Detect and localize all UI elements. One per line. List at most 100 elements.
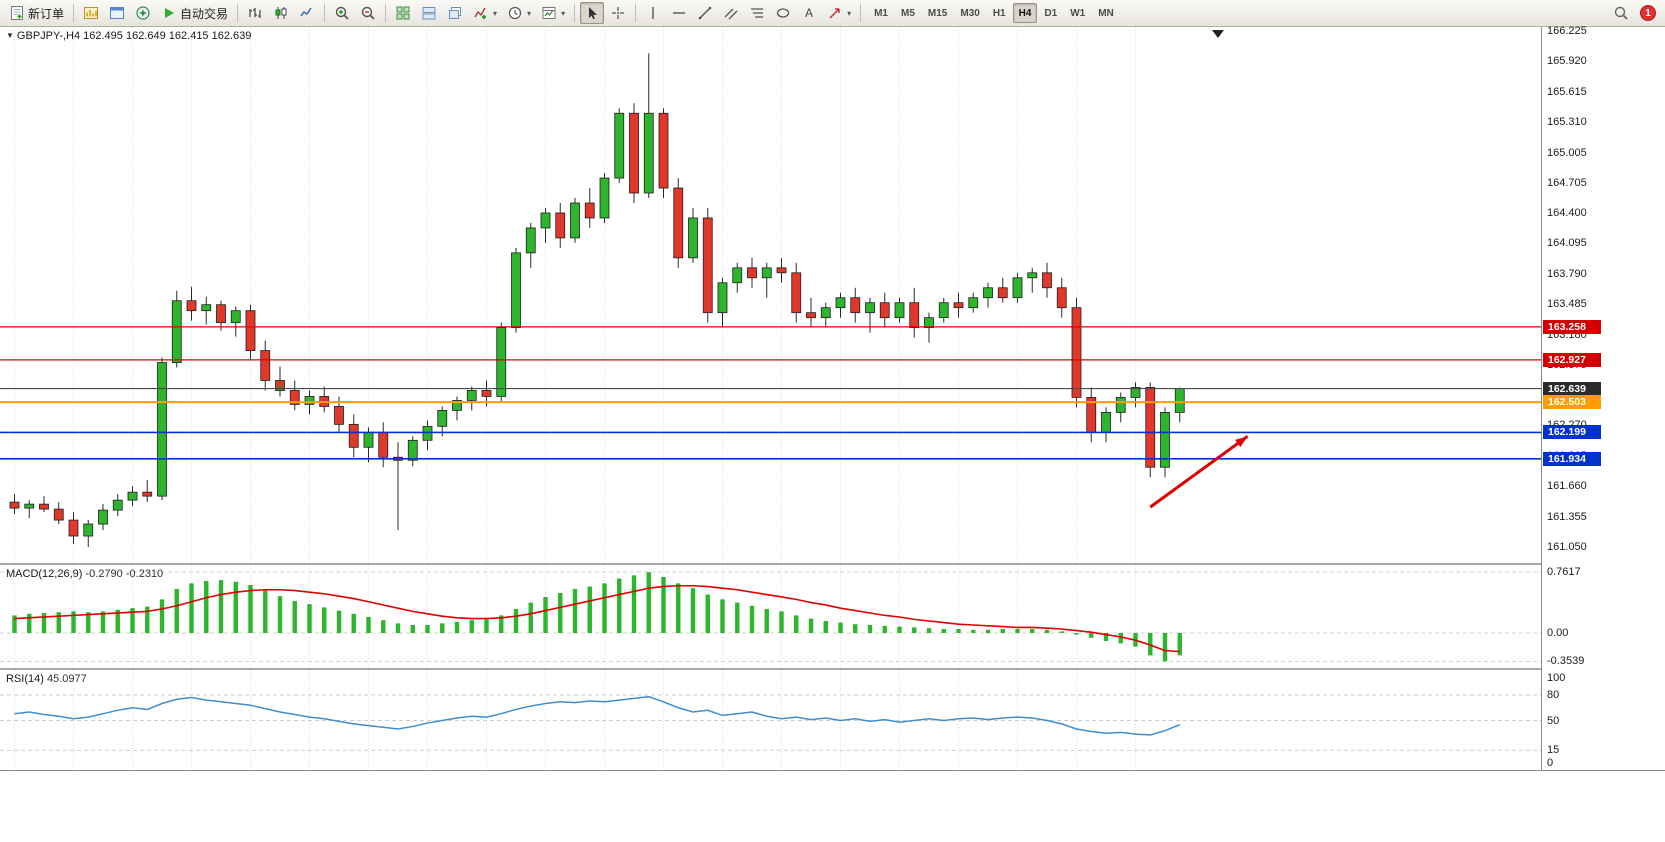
panel-splitter-macd[interactable] [0,563,1665,565]
text-icon: A [805,6,813,20]
price-tick-label: 163.485 [1547,298,1587,311]
timeframe-toolbar: M1 M5 M15 M30 H1 H4 D1 W1 MN [868,3,1120,23]
navigator-button[interactable] [131,2,155,24]
timeframe-w1-button[interactable]: W1 [1070,7,1086,19]
timeframe-d1-button[interactable]: D1 [1044,7,1058,19]
autotrading-icon [165,8,175,18]
shapes-icon [776,8,790,18]
toolbar-separator [73,4,75,22]
macd-signal-value: -0.2310 [125,568,164,580]
shapes-button[interactable] [771,2,795,24]
price-tick-label: 165.005 [1547,146,1587,159]
market-watch-button[interactable] [79,2,103,24]
line-chart-button[interactable] [295,2,319,24]
autotrading-button[interactable]: 自动交易 [157,2,232,24]
price-tick-label: 164.095 [1547,237,1587,250]
candlestick-chart-button[interactable] [269,2,293,24]
arrows-button[interactable]: ▾ [823,2,855,24]
new-order-button[interactable]: 新订单 [5,2,68,24]
cursor-icon [589,7,598,20]
cursor-button[interactable] [580,2,605,24]
chart-shift-marker[interactable] [1212,30,1224,38]
indicators-button[interactable]: ▾ [469,2,501,24]
crosshair-icon [612,7,625,19]
price-tick-label: 166.225 [1547,25,1587,37]
bar-chart-icon [249,8,261,18]
trendline-button[interactable] [693,2,717,24]
bar-chart-button[interactable] [243,2,267,24]
dropdown-caret-icon: ▾ [527,8,532,18]
time-axis[interactable] [0,770,1665,792]
timeframe-m15-button[interactable]: M15 [927,7,948,19]
rsi-indicator-label: RSI(14) 45.0977 [6,673,87,685]
line-chart-icon [300,7,312,17]
timeframe-m1-button[interactable]: M1 [874,7,888,19]
macd-axis-label: 0.7617 [1547,566,1581,578]
templates-button[interactable]: ▾ [537,2,569,24]
timeframe-mn-button[interactable]: MN [1098,7,1114,19]
price-tick-label: 163.790 [1547,267,1587,280]
search-icon [1614,6,1628,20]
main-toolbar: 新订单 自动交易 ▾ ▾ ▾ A ▾ M1 M5 M15 M30 H1 H4 D1 W1 MN 1 [0,0,1665,27]
toolbar-separator [574,4,576,22]
autotrading-button-label: 自动交易 [180,6,229,21]
toolbar-separator [385,4,387,22]
price-chart-canvas[interactable] [0,27,1541,563]
price-axis[interactable]: 166.225 165.920 165.615 165.310 165.005 164.7… [1541,25,1665,770]
toolbar-right-group: 1 [1609,2,1660,24]
fibonacci-icon [751,8,764,18]
channel-icon [724,8,738,20]
symbol-ohlc-label: ▼ GBPJPY-,H4 162.495 162.649 162.415 162.… [6,30,251,42]
search-button[interactable] [1609,2,1633,24]
trendline-icon [698,6,712,20]
timeframe-m30-button[interactable]: M30 [960,7,980,19]
data-window-button[interactable] [105,2,129,24]
rsi-panel-canvas[interactable] [0,670,1541,770]
price-tick-label: 161.660 [1547,480,1587,493]
toolbar-separator [860,4,862,22]
text-button[interactable]: A [797,2,821,24]
timeframe-h4-button[interactable]: H4 [1012,3,1038,23]
price-tick-label: 165.615 [1547,85,1587,98]
macd-axis-label: 0.00 [1547,627,1569,639]
vertical-line-button[interactable] [641,2,665,24]
timeframe-m5-button[interactable]: M5 [901,7,915,19]
tile-windows-button[interactable] [391,2,415,24]
toolbar-separator [635,4,637,22]
tile-windows-icon [396,6,410,20]
macd-panel-canvas[interactable] [0,565,1541,668]
trend-arrow-annotation[interactable] [1149,435,1249,509]
panel-splitter-rsi[interactable] [0,668,1665,670]
dropdown-caret-icon: ▾ [493,8,498,18]
zoom-in-button[interactable] [330,2,354,24]
arrange-horizontal-button[interactable] [417,2,441,24]
periods-button[interactable]: ▾ [503,2,535,24]
timeframe-h1-button[interactable]: H1 [992,7,1006,19]
equidistant-channel-button[interactable] [719,2,743,24]
new-order-icon [11,6,23,20]
rsi-axis-label: 50 [1547,714,1560,727]
zoom-out-button[interactable] [356,2,380,24]
rsi-title: RSI(14) [6,673,44,685]
crosshair-button[interactable] [606,2,630,24]
collapse-triangle-icon[interactable]: ▼ [6,31,14,40]
price-tick-label: 164.705 [1547,176,1587,189]
rsi-axis-label: 80 [1547,689,1560,701]
macd-histogram [12,572,1182,662]
candlestick-icon [275,7,287,19]
macd-signal-line [14,584,1180,653]
fibonacci-button[interactable] [745,2,769,24]
price-badge-162.639: 162.639 [1543,381,1601,396]
navigator-icon [136,6,150,20]
cascade-windows-icon [449,7,462,19]
arrow-object-icon [829,8,840,19]
horizontal-line-button[interactable] [667,2,691,24]
vertical-line-icon [652,7,654,19]
cascade-windows-button[interactable] [443,2,467,24]
notification-badge[interactable]: 1 [1640,5,1656,21]
rsi-axis-label: 100 [1547,672,1566,684]
rsi-axis-label: 15 [1547,744,1560,757]
vertical-gridlines [14,27,1136,563]
price-badge-161.934: 161.934 [1543,451,1601,466]
macd-main-value: -0.2790 [85,568,123,580]
